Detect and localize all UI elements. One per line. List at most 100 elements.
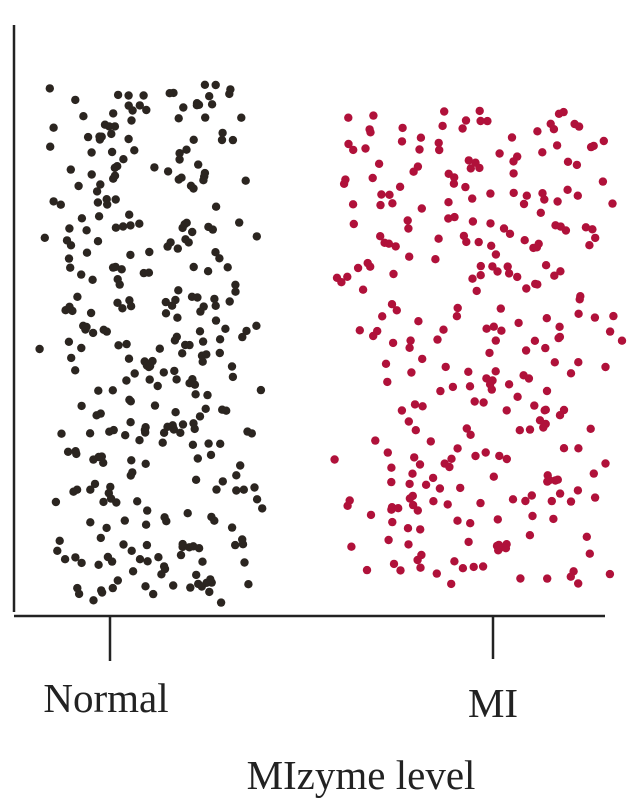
data-point-normal [258,504,267,513]
data-point-mi [590,493,600,502]
data-point-mi [573,191,582,200]
data-point-mi [489,322,498,331]
data-point-mi [495,149,504,158]
data-point-mi [536,208,545,217]
data-point-normal [198,337,208,346]
data-point-mi [410,453,419,462]
data-point-normal [215,348,224,358]
data-point-mi [466,430,475,439]
data-point-normal [241,176,250,185]
data-point-mi [520,236,529,245]
data-point-mi [468,217,478,226]
data-point-mi [493,515,502,524]
data-point-normal [232,486,241,495]
data-point-normal [178,420,188,429]
data-point-normal [135,555,145,564]
data-point-mi [391,242,400,251]
data-point-mi [413,506,422,515]
data-point-normal [49,197,58,206]
data-point-mi [434,234,443,243]
data-point-normal [96,180,105,189]
data-point-normal [218,405,227,414]
data-point-normal [65,302,74,311]
data-point-normal [77,558,86,568]
data-point-mi [464,367,473,376]
data-point-mi [547,496,556,506]
data-point-normal [252,232,261,241]
data-point-normal [228,135,238,145]
data-point-normal [180,220,189,229]
data-point-normal [194,160,203,169]
data-point-normal [242,326,251,336]
data-point-mi [491,336,500,345]
data-point-mi [553,475,562,484]
data-point-mi [461,116,471,125]
data-point-mi [590,313,600,322]
data-point-mi [535,416,545,425]
data-point-normal [79,112,88,121]
data-point-normal [163,167,173,176]
data-point-normal [231,540,240,550]
data-point-normal [192,101,202,110]
data-point-normal [107,129,116,139]
data-point-mi [433,335,442,344]
data-point-normal [124,134,133,144]
data-point-normal [189,184,198,193]
data-point-normal [122,376,131,385]
data-point-mi [344,139,353,149]
data-point-mi [381,359,391,368]
data-point-normal [119,540,128,549]
data-point-normal [211,248,220,257]
data-point-normal [92,411,101,420]
data-point-normal [126,471,135,480]
data-point-normal [73,292,82,301]
data-point-mi [343,272,352,281]
data-point-normal [240,558,249,567]
data-point-mi [362,565,372,575]
category-label-normal: Normal [43,675,168,721]
data-point-mi [388,199,397,208]
data-point-mi [588,225,597,234]
data-point-normal [218,128,227,138]
data-point-mi [404,417,413,426]
data-point-mi [608,199,617,208]
data-point-normal [124,354,134,363]
data-point-normal [141,520,151,529]
data-point-mi [453,303,462,313]
data-point-normal [96,533,106,543]
data-point-mi [330,455,339,464]
data-point-mi [363,258,372,268]
data-point-normal [173,244,182,253]
data-point-mi [559,444,569,453]
data-point-normal [102,523,111,533]
data-point-mi [525,425,535,434]
data-point-normal [181,235,190,244]
data-point-normal [217,135,227,145]
data-point-mi [541,343,550,353]
data-point-mi [481,448,490,457]
data-point-mi [504,269,514,278]
data-point-normal [113,576,123,585]
data-point-normal [211,301,220,310]
data-point-mi [527,491,536,500]
data-point-normal [143,557,152,566]
data-point-normal [157,570,166,579]
data-point-mi [417,550,426,560]
data-point-mi [574,309,583,318]
data-point-normal [94,560,103,569]
data-point-mi [361,144,370,153]
data-point-mi [456,483,465,493]
data-point-mi [403,216,412,225]
data-point-mi [605,569,615,579]
data-point-normal [64,337,74,346]
data-point-mi [550,271,559,280]
data-point-normal [49,123,58,132]
data-point-normal [56,200,65,209]
data-point-mi [486,189,495,198]
data-point-mi [522,284,531,293]
data-point-normal [51,497,61,507]
data-point-normal [206,450,216,460]
data-point-normal [161,309,171,318]
data-point-normal [89,455,98,464]
data-point-normal [238,535,247,544]
